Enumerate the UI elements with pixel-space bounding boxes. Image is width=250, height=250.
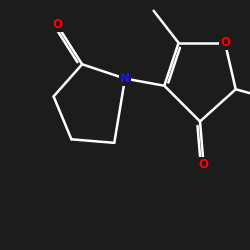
Text: O: O: [220, 36, 230, 49]
Text: O: O: [52, 18, 62, 32]
Text: O: O: [198, 158, 208, 171]
Text: N: N: [120, 72, 130, 85]
